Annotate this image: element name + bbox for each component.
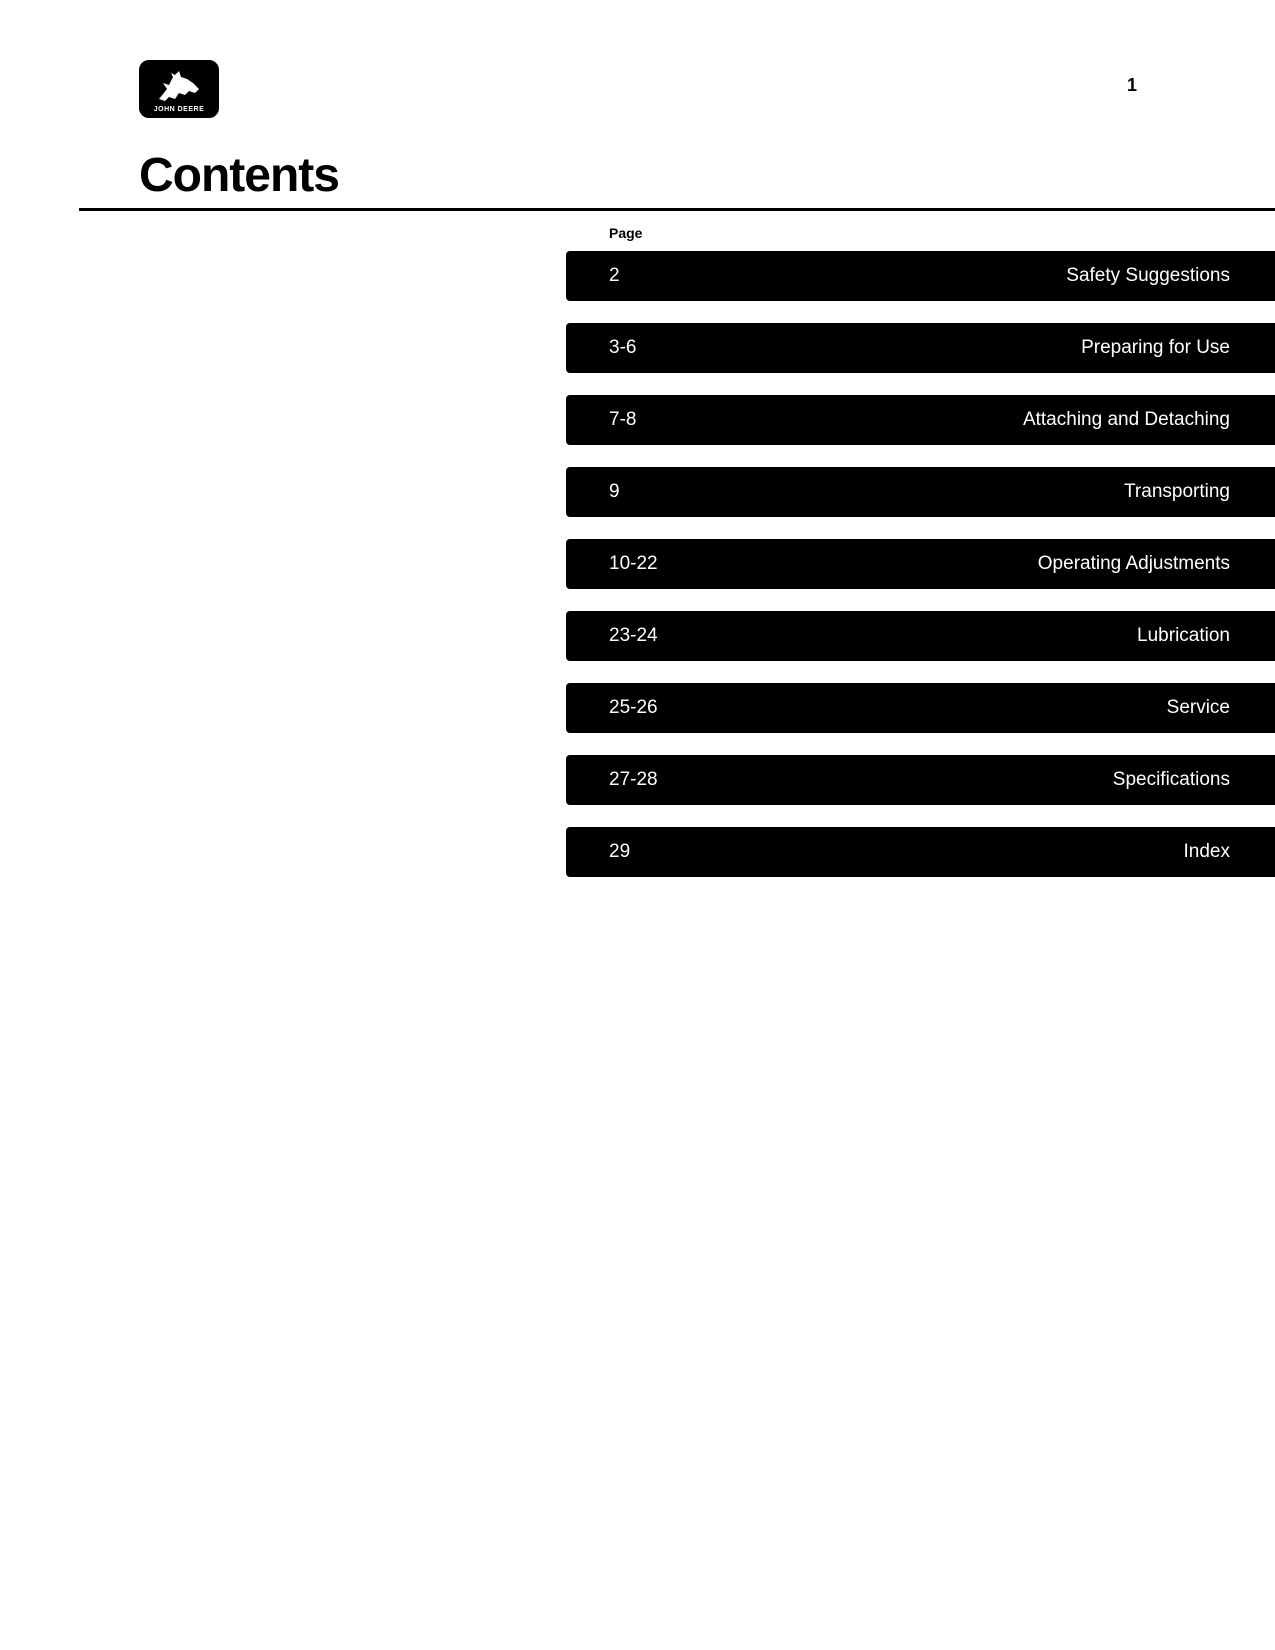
toc-row: 7-8Attaching and Detaching <box>566 395 1275 445</box>
toc-section-title: Index <box>699 841 1230 863</box>
toc-row: 3-6Preparing for Use <box>566 323 1275 373</box>
page-number: 1 <box>1127 75 1137 96</box>
toc-section-title: Operating Adjustments <box>699 553 1230 575</box>
toc-row: 9Transporting <box>566 467 1275 517</box>
page: JOHN DEERE 1 Contents Page 2Safety Sugge… <box>0 0 1275 1650</box>
toc-row: 27-28Specifications <box>566 755 1275 805</box>
toc-column-header: Page <box>566 225 1275 241</box>
deer-icon <box>149 69 209 105</box>
toc-page-range: 27-28 <box>609 769 699 791</box>
toc-page-range: 7-8 <box>609 409 699 431</box>
toc-page-range: 25-26 <box>609 697 699 719</box>
toc-page-range: 3-6 <box>609 337 699 359</box>
toc-row: 25-26Service <box>566 683 1275 733</box>
toc-section-title: Safety Suggestions <box>699 265 1230 287</box>
toc-row: 29Index <box>566 827 1275 877</box>
toc-row: 10-22Operating Adjustments <box>566 539 1275 589</box>
toc-section-title: Transporting <box>699 481 1230 503</box>
toc-page-range: 10-22 <box>609 553 699 575</box>
toc-section-title: Attaching and Detaching <box>699 409 1230 431</box>
toc-page-range: 9 <box>609 481 699 503</box>
table-of-contents: Page 2Safety Suggestions 3-6Preparing for… <box>566 225 1275 899</box>
toc-section-title: Lubrication <box>699 625 1230 647</box>
toc-section-title: Service <box>699 697 1230 719</box>
horizontal-rule <box>79 208 1275 211</box>
toc-section-title: Specifications <box>699 769 1230 791</box>
toc-page-range: 2 <box>609 265 699 287</box>
toc-page-range: 29 <box>609 841 699 863</box>
toc-section-title: Preparing for Use <box>699 337 1230 359</box>
brand-logo: JOHN DEERE <box>139 60 219 118</box>
page-title: Contents <box>139 148 339 203</box>
toc-page-range: 23-24 <box>609 625 699 647</box>
toc-row: 2Safety Suggestions <box>566 251 1275 301</box>
toc-row: 23-24Lubrication <box>566 611 1275 661</box>
brand-text: JOHN DEERE <box>154 106 205 113</box>
